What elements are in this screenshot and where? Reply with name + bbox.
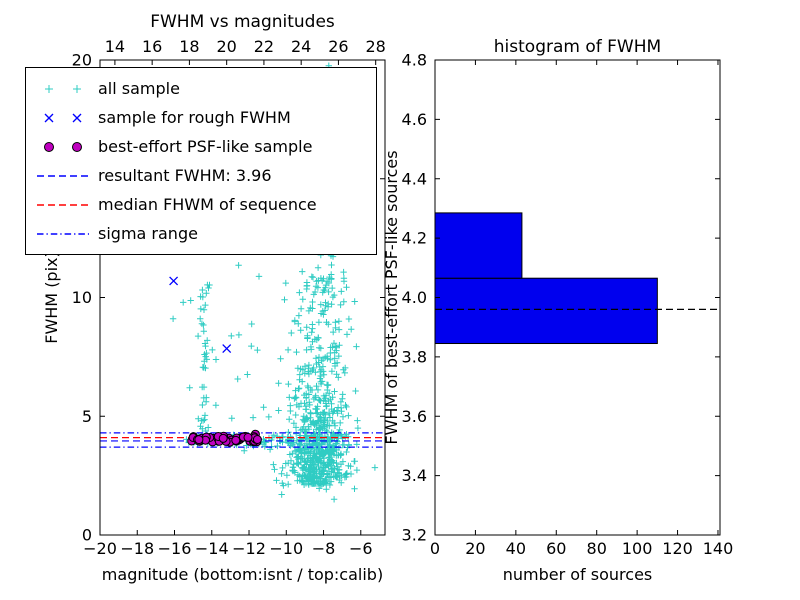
- tick-label: 14: [105, 37, 125, 56]
- legend-item-all-sample: all sample: [34, 74, 368, 103]
- tick-label: 40: [506, 539, 526, 558]
- histogram-xlabel: number of sources: [503, 565, 653, 584]
- histogram-top-axis-ticks: [434, 60, 719, 65]
- legend-item-resultant-fwhm: resultant FWHM: 3.96: [34, 161, 368, 190]
- legend-label: median FHWM of sequence: [98, 195, 317, 214]
- dashdot-line-marker-icon: [37, 232, 89, 235]
- histogram-bar: [434, 277, 658, 345]
- legend-label: sigma range: [98, 224, 198, 243]
- tick-label: 0: [430, 539, 440, 558]
- tick-label: 22: [254, 37, 274, 56]
- tick-label: 20: [465, 539, 485, 558]
- scatter-x-axis-ticks: −20 −18 −16 −14 −12 −10 −8 −6: [83, 530, 373, 558]
- tick-label: 3.6: [402, 407, 427, 426]
- tick-label: 4.8: [402, 51, 427, 70]
- dashed-line-marker-icon: [37, 203, 89, 206]
- legend-item-sigma-range: sigma range: [34, 219, 368, 248]
- legend-label: sample for rough FWHM: [98, 108, 291, 127]
- legend-item-median-fwhm: median FHWM of sequence: [34, 190, 368, 219]
- tick-label: 3.8: [402, 347, 427, 366]
- histogram-x-axis-ticks: 0 20 40 60 80 100 120 140: [430, 530, 733, 558]
- tick-label: 4.0: [402, 288, 427, 307]
- tick-label: −10: [269, 539, 303, 558]
- tick-label: 20: [72, 51, 92, 70]
- legend-item-psf-sample: best-effort PSF-like sample: [34, 132, 368, 161]
- tick-label: 0: [82, 526, 92, 545]
- tick-label: −12: [232, 539, 266, 558]
- histogram-ylabel: FWHM of best-effort PSF-like sources: [382, 150, 401, 444]
- tick-label: −20: [83, 539, 117, 558]
- tick-label: −16: [158, 539, 192, 558]
- scatter-y-axis-ticks-right: [380, 59, 385, 536]
- histogram-bar: [434, 212, 523, 279]
- tick-label: 5: [82, 407, 92, 426]
- tick-label: 4.6: [402, 110, 427, 129]
- x-marker-icon: [44, 113, 82, 122]
- tick-label: −18: [120, 539, 154, 558]
- dashed-line-marker-icon: [37, 174, 89, 177]
- scatter-xlabel: magnitude (bottom:isnt / top:calib): [102, 565, 383, 584]
- tick-label: 140: [703, 539, 734, 558]
- circle-marker-icon: [44, 141, 82, 152]
- scatter-title: FWHM vs magnitudes: [150, 12, 335, 32]
- tick-label: 20: [216, 37, 236, 56]
- scatter-ylabel: FWHM (pix): [42, 251, 61, 344]
- psf-like-sample-points: [187, 429, 262, 447]
- histogram-y-axis-ticks-right: [715, 59, 720, 536]
- tick-label: 4.2: [402, 229, 427, 248]
- tick-label: 60: [546, 539, 566, 558]
- scatter-top-axis-ticks: 14 16 18 20 22 24 26 28: [105, 37, 386, 65]
- rough-fwhm-sample-points: [169, 276, 232, 354]
- tick-label: 24: [291, 37, 311, 56]
- fwhm-histogram-plot: 0 20 40 60 80 100 120 140 3.2 3.4 3.6 3.8 4.0 4.2 4.4 4…: [402, 51, 734, 559]
- tick-label: 18: [179, 37, 199, 56]
- tick-label: 10: [72, 288, 92, 307]
- tick-label: −6: [349, 539, 373, 558]
- tick-label: 80: [587, 539, 607, 558]
- tick-label: −14: [195, 539, 229, 558]
- legend-label: resultant FWHM: 3.96: [98, 166, 272, 185]
- plus-marker-icon: [45, 84, 81, 93]
- legend: all sample sample for rough FWHM best-effo…: [25, 67, 377, 255]
- histogram-y-axis-ticks: 3.2 3.4 3.6 3.8 4.0 4.2 4.4 4.6 4.8: [402, 51, 440, 545]
- tick-label: 120: [662, 539, 693, 558]
- tick-label: 4.4: [402, 169, 427, 188]
- tick-label: 100: [622, 539, 653, 558]
- tick-label: 26: [328, 37, 348, 56]
- tick-label: 3.2: [402, 526, 427, 545]
- legend-item-rough-sample: sample for rough FWHM: [34, 103, 368, 132]
- legend-label: best-effort PSF-like sample: [98, 137, 313, 156]
- legend-label: all sample: [98, 79, 180, 98]
- histogram-title: histogram of FWHM: [494, 37, 661, 57]
- tick-label: 28: [366, 37, 386, 56]
- tick-label: −8: [312, 539, 336, 558]
- tick-label: 3.4: [402, 466, 427, 485]
- tick-label: 16: [142, 37, 162, 56]
